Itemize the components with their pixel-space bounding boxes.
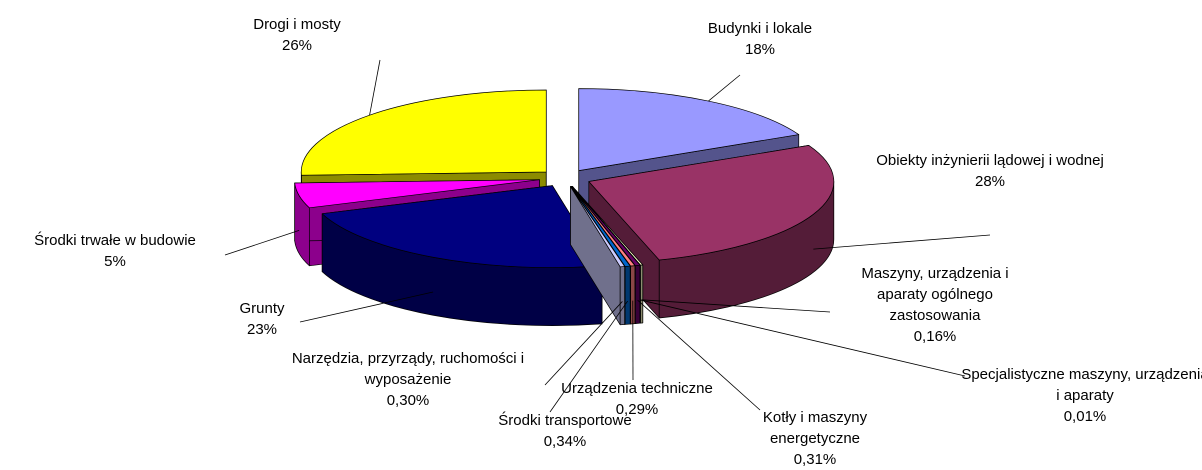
slice-value: 0,34% bbox=[465, 431, 665, 452]
slice-side bbox=[625, 266, 630, 324]
slice-name: Urządzenia techniczne bbox=[527, 378, 747, 399]
slice-value: 0,01% bbox=[960, 406, 1202, 427]
slice-side bbox=[635, 265, 640, 323]
leader-line bbox=[813, 235, 990, 249]
slice-name: Środki transportowe bbox=[465, 410, 665, 431]
slice-name: Specjalistyczne maszyny, urządzenia i ap… bbox=[960, 364, 1202, 406]
slice-side bbox=[640, 265, 642, 323]
slice-label: Specjalistyczne maszyny, urządzenia i ap… bbox=[960, 364, 1202, 427]
slice-name: Kotły i maszyny energetyczne bbox=[735, 407, 895, 449]
slice-label: Narzędzia, przyrządy, ruchomości i wypos… bbox=[278, 348, 538, 411]
leader-line bbox=[370, 60, 380, 115]
slice-value: 0,31% bbox=[735, 449, 895, 470]
slice-value: 0,30% bbox=[278, 390, 538, 411]
slice-name: Narzędzia, przyrządy, ruchomości i wypos… bbox=[278, 348, 538, 390]
leader-line bbox=[225, 230, 299, 255]
page: {"chart_data": {"type": "pie", "categori… bbox=[0, 0, 1202, 453]
slice-name: Budynki i lokale bbox=[660, 18, 860, 39]
slice-value: 18% bbox=[660, 39, 860, 60]
slice-name: Maszyny, urządzenia i aparaty ogólnego z… bbox=[835, 263, 1035, 326]
slice-top bbox=[301, 90, 546, 175]
slice-side bbox=[620, 266, 624, 324]
slice-value: 23% bbox=[202, 319, 322, 340]
slice-label: Maszyny, urządzenia i aparaty ogólnego z… bbox=[835, 263, 1035, 347]
slice-name: Drogi i mosty bbox=[207, 14, 387, 35]
slice-value: 0,16% bbox=[835, 326, 1035, 347]
slice-name: Środki trwałe w budowie bbox=[0, 230, 235, 251]
slice-name: Obiekty inżynierii lądowej i wodnej bbox=[855, 150, 1125, 171]
slice-value: 26% bbox=[207, 35, 387, 56]
leader-line bbox=[708, 75, 740, 101]
slice-name: Grunty bbox=[202, 298, 322, 319]
slice-value: 28% bbox=[855, 171, 1125, 192]
slice-value: 5% bbox=[0, 251, 235, 272]
